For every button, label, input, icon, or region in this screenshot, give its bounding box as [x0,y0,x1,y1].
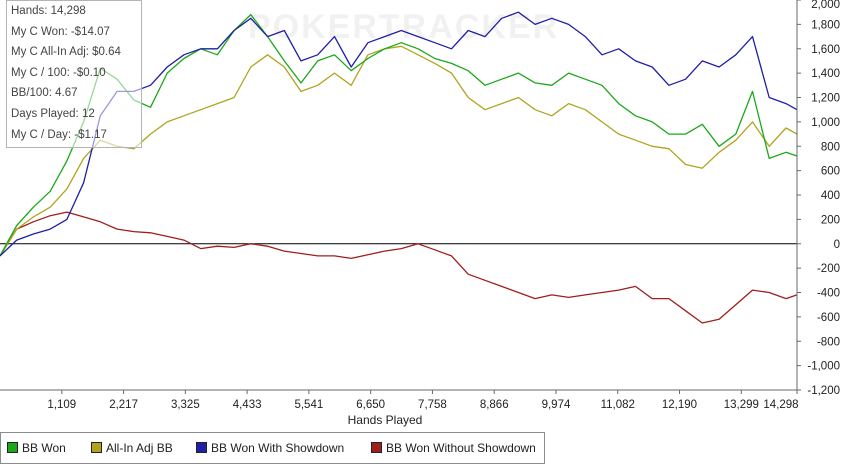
y-tick-label: 2,000 [811,0,840,11]
x-tick-label: 12,190 [662,399,697,411]
legend-label: BB Won [22,441,66,455]
y-tick-label: -200 [817,263,840,275]
legend-swatch-bb-won [7,442,18,453]
legend-swatch-bb-won-with-showdown [196,442,207,453]
stat-bb-per-100: BB/100: 4.67 [11,87,78,100]
stats-panel: Hands: 14,298 My C Won: -$14.07 My C All… [6,0,142,148]
y-tick-label: -800 [817,336,840,348]
y-tick-label: 600 [821,166,840,178]
stat-all-in-adj: My C All-In Adj: $0.64 [11,46,121,59]
stat-days-played: Days Played: 12 [11,107,95,120]
y-tick-label: 400 [821,190,840,202]
stat-hands: Hands: 14,298 [11,5,86,17]
y-tick-label: 0 [834,239,840,251]
y-tick-label: -1,000 [807,361,840,373]
legend-item-bb-won-without-showdown[interactable]: BB Won Without Showdown [371,441,536,455]
x-tick-label: 1,109 [47,399,76,411]
legend-label: All-In Adj BB [106,441,173,455]
x-tick-label: 11,082 [601,399,635,411]
legend-swatch-bb-won-without-showdown [371,442,382,453]
y-tick-label: 1,800 [811,19,840,31]
series-line-bb-won-without-showdown [0,211,798,324]
y-tick-label: -400 [817,288,840,300]
y-tick-label: 1,400 [811,68,840,80]
stat-my-c-won: My C Won: -$14.07 [11,25,110,38]
x-tick-label: 14,298 [763,399,798,411]
y-tick-label: 1,000 [811,117,840,129]
stat-my-c-per-100: My C / 100: -$0.10 [11,66,106,79]
x-axis-title: Hands Played [348,413,423,427]
x-tick-label: 2,217 [109,399,138,411]
y-tick-label: -600 [817,312,840,324]
legend-item-all-in-adj-bb[interactable]: All-In Adj BB [91,441,173,455]
legend: BB Won All-In Adj BB BB Won With Showdow… [0,432,545,464]
x-tick-label: 5,541 [294,399,323,411]
x-tick-label: 13,299 [724,399,759,411]
y-tick-label: 1,200 [811,93,840,105]
watermark: POKERTRACKER [248,8,559,46]
legend-item-bb-won-with-showdown[interactable]: BB Won With Showdown [196,441,344,455]
x-tick-label: 3,325 [171,399,200,411]
x-tick-label: 4,433 [233,399,262,411]
legend-item-bb-won[interactable]: BB Won [7,441,66,455]
y-axis-ticks: -1,200 -1,000 -800 -600 -400 -200 0 200 400 600 80… [797,0,840,397]
y-tick-label: -1,200 [807,385,840,397]
x-tick-label: 6,650 [356,399,385,411]
legend-swatch-all-in-adj-bb [91,442,102,453]
y-tick-label: 1,600 [811,44,840,56]
series-line-all-in-adj-bb [0,45,798,257]
x-axis-ticks: 1,109 2,217 3,325 4,433 5,541 6,650 7,758 8,866… [47,390,799,411]
x-tick-label: 8,866 [480,399,509,411]
stat-my-c-per-day: My C / Day: -$1.17 [11,128,107,141]
legend-label: BB Won Without Showdown [386,441,536,455]
y-tick-label: 200 [821,214,840,226]
x-tick-label: 7,758 [418,399,447,411]
x-tick-label: 9,974 [542,399,571,411]
y-tick-label: 800 [821,141,840,153]
legend-label: BB Won With Showdown [211,441,345,455]
